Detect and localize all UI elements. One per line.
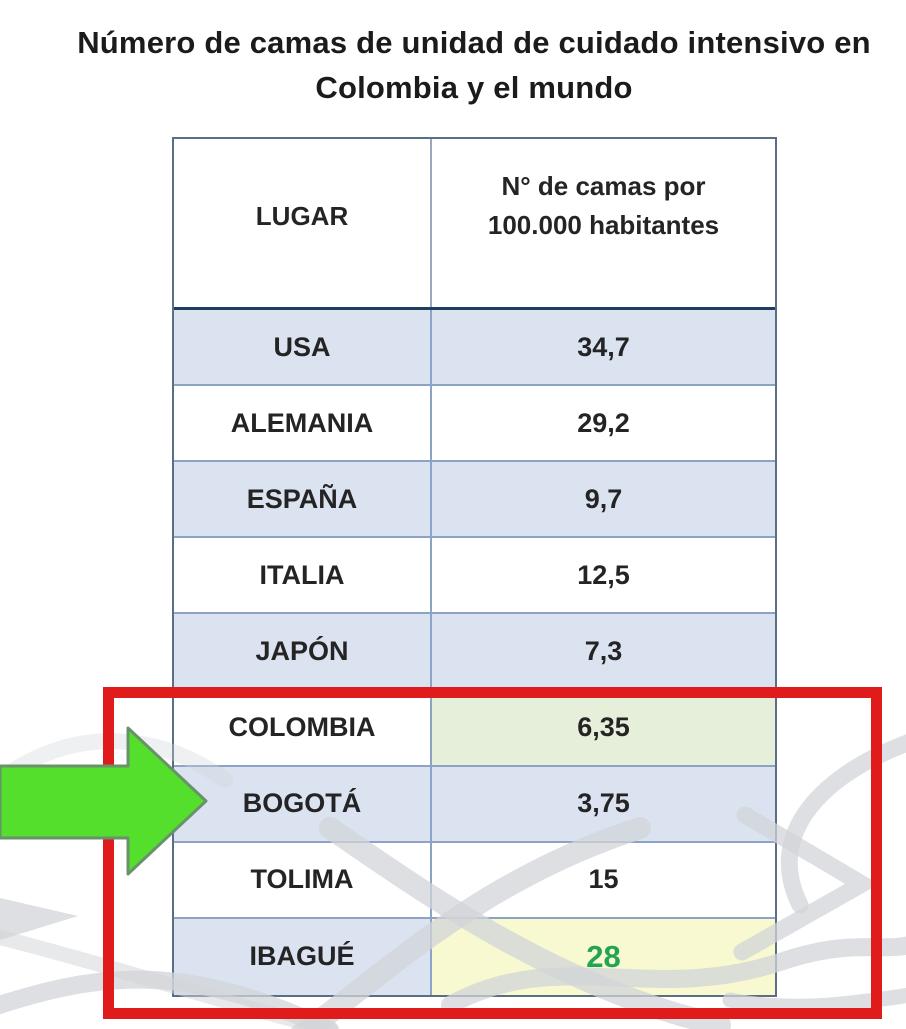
beds-value-cell: 7,3 <box>432 614 775 689</box>
table-row: IBAGUÉ 28 <box>174 918 775 995</box>
column-header-lugar: LUGAR <box>174 139 432 307</box>
column-header-beds: N° de camas por 100.000 habitantes <box>432 139 775 307</box>
lugar-cell: TOLIMA <box>174 842 432 917</box>
watermark-leaf-shape <box>0 898 78 940</box>
beds-value-cell: 34,7 <box>432 310 775 385</box>
beds-value-cell: 15 <box>432 842 775 917</box>
lugar-cell: IBAGUÉ <box>174 918 432 995</box>
lugar-cell: ESPAÑA <box>174 462 432 537</box>
beds-value-cell: 28 <box>432 918 775 995</box>
beds-value-cell: 9,7 <box>432 462 775 537</box>
beds-value-cell: 6,35 <box>432 690 775 765</box>
column-header-beds-line1: N° de camas por <box>501 171 706 201</box>
slide-title: Número de camas de unidad de cuidado int… <box>42 20 906 110</box>
table-row: JAPÓN 7,3 <box>174 614 775 691</box>
lugar-cell: BOGOTÁ <box>174 766 432 841</box>
table-row: COLOMBIA 6,35 <box>174 690 775 767</box>
table-row: ESPAÑA 9,7 <box>174 462 775 539</box>
column-header-beds-line2: 100.000 habitantes <box>487 210 720 240</box>
lugar-cell: JAPÓN <box>174 614 432 689</box>
beds-table: LUGAR N° de camas por 100.000 habitantes… <box>172 137 777 997</box>
lugar-cell: ITALIA <box>174 538 432 613</box>
table-body: USA 34,7 ALEMANIA 29,2 ESPAÑA 9,7 ITALIA 12,5 JA… <box>174 310 775 995</box>
lugar-cell: ALEMANIA <box>174 386 432 461</box>
table-row: BOGOTÁ 3,75 <box>174 766 775 843</box>
slide-title-line1: Número de camas de unidad de cuidado int… <box>77 25 871 60</box>
slide-title-line2: Colombia y el mundo <box>315 70 633 105</box>
table-row: ALEMANIA 29,2 <box>174 386 775 463</box>
table-row: USA 34,7 <box>174 310 775 387</box>
lugar-cell: COLOMBIA <box>174 690 432 765</box>
lugar-cell: USA <box>174 310 432 385</box>
beds-value-cell: 29,2 <box>432 386 775 461</box>
beds-value-cell: 3,75 <box>432 766 775 841</box>
table-header-row: LUGAR N° de camas por 100.000 habitantes <box>174 139 775 310</box>
table-row: ITALIA 12,5 <box>174 538 775 615</box>
beds-value-cell: 12,5 <box>432 538 775 613</box>
table-row: TOLIMA 15 <box>174 842 775 919</box>
